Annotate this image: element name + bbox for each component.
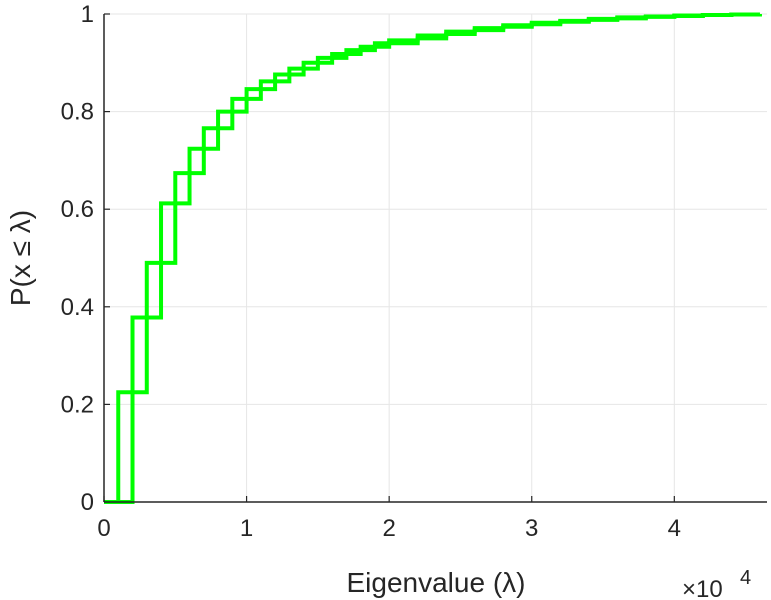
y-tick-label: 0.2 <box>61 391 94 418</box>
y-tick-label: 0.6 <box>61 196 94 223</box>
series-group <box>104 12 762 504</box>
x-tick-label: 4 <box>668 515 681 542</box>
cdf-series-line-2 <box>104 12 762 504</box>
grid <box>104 13 767 502</box>
x-tick-label: 1 <box>240 515 253 542</box>
x-ticks: 0 1 2 3 4 <box>97 496 681 542</box>
x-axis-label: Eigenvalue (λ) <box>347 567 526 598</box>
x-exponent-base: ×10 <box>682 576 723 600</box>
axes <box>103 14 767 503</box>
y-tick-label: 1 <box>81 1 94 28</box>
x-tick-label: 0 <box>97 515 110 542</box>
y-tick-label: 0.4 <box>61 294 94 321</box>
x-tick-label: 2 <box>382 515 395 542</box>
x-exponent-power: 4 <box>740 567 751 589</box>
y-axis-label: P(x ≤ λ) <box>5 210 36 306</box>
y-ticks: 0 0.2 0.4 0.6 0.8 1 <box>61 1 110 516</box>
cdf-series-line-1 <box>104 12 762 504</box>
x-tick-label: 3 <box>525 515 538 542</box>
y-tick-label: 0 <box>81 489 94 516</box>
y-tick-label: 0.8 <box>61 99 94 126</box>
